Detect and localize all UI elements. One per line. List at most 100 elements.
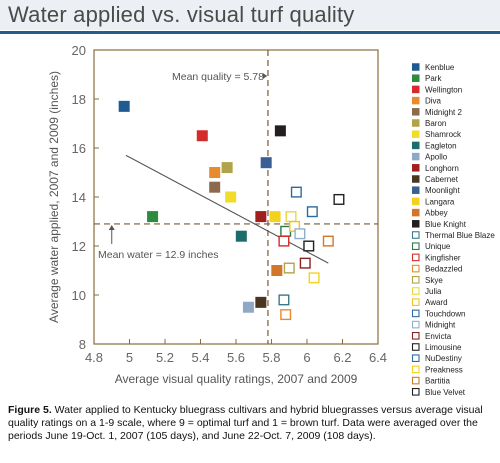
x-tick-label: 4.8: [85, 350, 103, 365]
legend-swatch: [411, 287, 420, 295]
chart: 4.8 5 5.2 5.4 5.6 5.8 6 6.2 6.4 8 10 12 14 16 18 20 Aver…: [47, 43, 495, 397]
legend-swatch: [412, 141, 420, 150]
legend-swatch: [412, 175, 420, 183]
y-tick-label: 20: [72, 43, 86, 58]
legend-label: Skye: [425, 276, 443, 285]
y-tick-label: 8: [79, 337, 86, 352]
data-point-apollo: [242, 301, 254, 313]
legend-label: Kingfisher: [425, 253, 461, 262]
data-point-wellington: [196, 130, 208, 142]
legend-label: Eagleton: [425, 141, 457, 150]
data-point-thermal-blue-blaze: [278, 294, 290, 306]
legend-swatch: [412, 164, 420, 172]
data-point-unique: [280, 225, 292, 237]
legend-label: Blue Velvet: [425, 388, 466, 397]
legend-swatch: [412, 152, 420, 161]
legend-label: Diva: [425, 97, 442, 106]
legend-label: Preakness: [425, 365, 463, 374]
legend-swatch: [412, 119, 420, 127]
y-tick-label: 16: [72, 141, 86, 156]
trendline: [125, 154, 329, 264]
legend-label: Midnight: [425, 321, 456, 330]
data-point-kenblue: [118, 100, 130, 112]
data-point-midnight: [294, 228, 306, 240]
legend-swatch: [411, 387, 420, 396]
x-tick-label: 6.4: [369, 350, 387, 365]
figure-caption: Figure 5. Water applied to Kentucky blue…: [8, 404, 496, 443]
legend-label: Wellington: [425, 85, 462, 94]
legend-swatch: [411, 331, 420, 340]
legend-swatch: [411, 343, 420, 351]
legend-label: Midnight 2: [425, 108, 462, 117]
page-title: Water applied vs. visual turf quality: [8, 2, 355, 27]
legend-swatch: [412, 63, 420, 71]
data-point-langara: [269, 211, 281, 223]
legend-label: Park: [425, 74, 442, 83]
mean-water-label: Mean water = 12.9 inches: [98, 249, 219, 261]
data-point-bedazzled: [280, 309, 292, 321]
legend-swatch: [412, 85, 420, 94]
data-point-blue-knight: [274, 125, 286, 137]
x-tick-label: 5: [126, 350, 133, 365]
legend-label: Limousine: [425, 343, 462, 352]
legend-swatch: [411, 309, 420, 318]
data-point-nudestiny: [306, 206, 318, 218]
data-point-skye: [283, 262, 295, 274]
title-bar: [0, 0, 500, 30]
legend-swatch: [411, 320, 420, 329]
legend-swatch: [411, 275, 420, 284]
legend-swatch: [411, 264, 420, 273]
legend-label: Moonlight: [425, 186, 460, 195]
legend-swatch: [411, 354, 420, 363]
data-point-cabernet: [255, 296, 267, 308]
legend-swatch: [411, 231, 420, 239]
data-point-bartitia: [322, 235, 334, 247]
x-tick-label: 5.8: [262, 350, 280, 365]
legend-swatch: [412, 220, 420, 228]
legend-label: Blue Knight: [425, 220, 467, 229]
legend-label: Abbey: [425, 209, 448, 218]
legend-label: Bartitia: [425, 377, 450, 386]
data-point-preakness: [308, 272, 320, 284]
data-point-diva: [209, 167, 221, 178]
legend-swatch: [411, 253, 420, 262]
legend-swatch: [411, 376, 420, 385]
legend-label: Kenblue: [425, 63, 455, 72]
data-point-julia: [285, 211, 297, 223]
data-point-moonlight: [260, 157, 272, 169]
mean-quality-arrowhead: [262, 73, 267, 79]
data-point-park: [147, 211, 159, 223]
legend-swatch: [411, 365, 420, 374]
x-tick-label: 6.2: [333, 350, 351, 365]
legend-label: Touchdown: [425, 309, 465, 318]
caption-label: Figure 5.: [8, 404, 52, 416]
x-tick-label: 5.4: [191, 350, 209, 365]
data-point-baron: [221, 162, 233, 174]
y-tick-label: 12: [72, 239, 86, 254]
legend-label: Apollo: [425, 153, 448, 162]
title-rule: [0, 31, 500, 34]
data-point-blue-velvet: [333, 193, 345, 205]
data-point-shamrock: [225, 191, 237, 203]
data-point-limousine: [303, 240, 315, 252]
x-tick-label: 6: [303, 350, 310, 365]
legend-label: Envicta: [425, 332, 452, 341]
data-point-midnight-2: [209, 181, 221, 193]
legend-swatch: [412, 208, 420, 217]
x-axis-title: Average visual quality ratings, 2007 and…: [115, 372, 358, 386]
data-point-envicta: [299, 257, 311, 269]
x-tick-label: 5.2: [156, 350, 174, 365]
legend-swatch: [412, 186, 420, 194]
legend-swatch: [411, 242, 420, 250]
y-tick-label: 14: [72, 190, 86, 205]
data-point-abbey: [271, 265, 283, 276]
legend-label: Shamrock: [425, 130, 462, 139]
legend-label: Thermal Blue Blaze: [425, 231, 495, 240]
x-tick-label: 5.6: [227, 350, 245, 365]
mean-quality-label: Mean quality = 5.78: [172, 71, 264, 83]
y-axis-title: Average water applied, 2007 and 2009 (in…: [47, 71, 61, 323]
mean-water-arrowhead: [108, 224, 115, 230]
legend-label: Baron: [425, 119, 446, 128]
legend-swatch: [411, 298, 420, 307]
data-point-kingfisher: [278, 235, 290, 247]
